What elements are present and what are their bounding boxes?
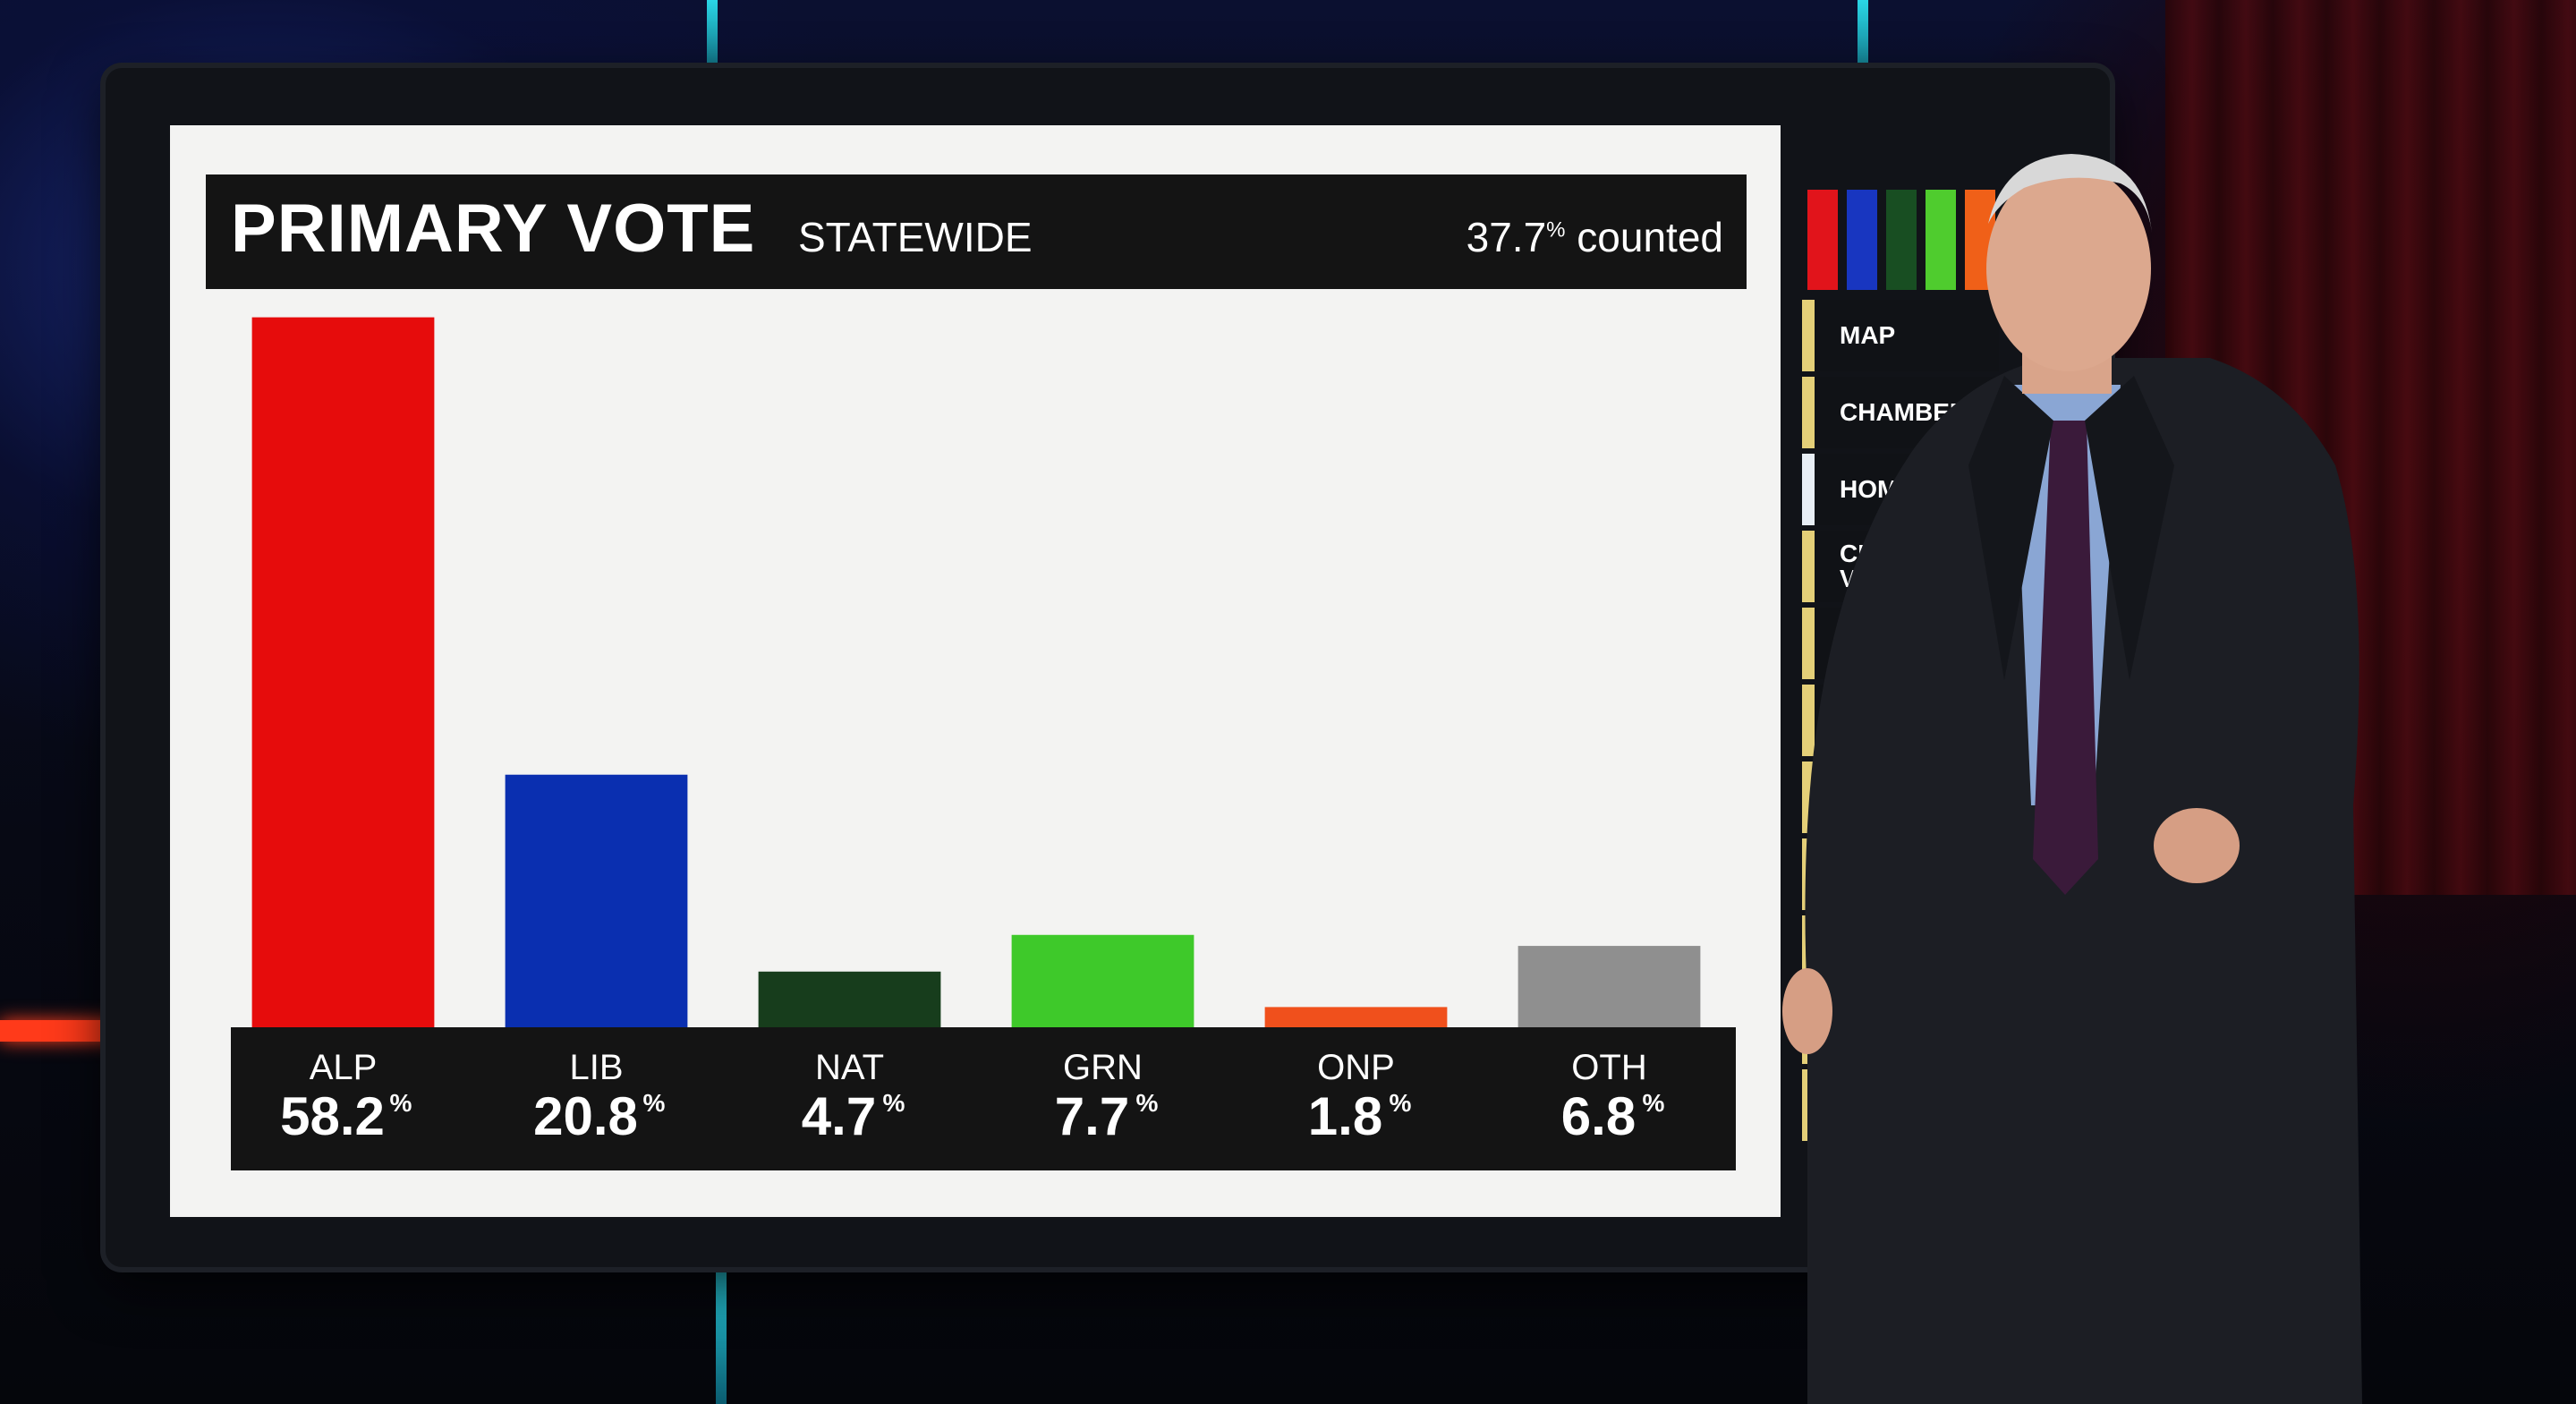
bar-onp <box>1264 1007 1448 1029</box>
bar-lib <box>505 774 688 1029</box>
value-unit-lib: % <box>643 1089 666 1117</box>
presenter-body <box>1805 358 2362 1404</box>
presenter-lapel-right <box>2085 376 2174 680</box>
value-label-alp: 58.2 <box>280 1086 385 1146</box>
menu-item-label: MAP <box>1840 321 1896 349</box>
presenter-head <box>1986 166 2151 371</box>
presenter-hand-right <box>2154 808 2240 883</box>
value-label-grn: 7.7 <box>1055 1086 1129 1146</box>
category-label-lib: LIB <box>569 1048 623 1087</box>
bar-grn <box>1011 934 1194 1029</box>
presenter-lapel-left <box>1968 376 2053 680</box>
counted-label: counted <box>1577 214 1723 260</box>
value-label-nat: 4.7 <box>802 1086 876 1146</box>
menu-item-0[interactable]: MAP <box>1802 300 1999 371</box>
bar-oth <box>1518 946 1701 1029</box>
chart-title: PRIMARY VOTE <box>231 191 756 267</box>
category-label-nat: NAT <box>815 1048 884 1087</box>
category-label-grn: GRN <box>1063 1048 1143 1087</box>
category-label-onp: ONP <box>1317 1048 1395 1087</box>
light-beam-bottom-left <box>716 1253 727 1404</box>
value-unit-alp: % <box>390 1089 412 1117</box>
category-label-oth: OTH <box>1571 1048 1646 1087</box>
value-unit-nat: % <box>883 1089 905 1117</box>
presenter-hair <box>1988 154 2152 233</box>
value-unit-onp: % <box>1390 1089 1412 1117</box>
value-label-lib: 20.8 <box>533 1086 638 1146</box>
presenter-hand-left <box>1782 968 1832 1054</box>
category-label-alp: ALP <box>310 1048 378 1087</box>
bar-alp <box>251 317 435 1030</box>
counted-unit: % <box>1546 217 1566 243</box>
value-unit-grn: % <box>1136 1089 1159 1117</box>
chart-header-bar <box>206 174 1747 289</box>
presenter-tie <box>2033 421 2098 895</box>
swatch-3 <box>1926 190 1956 290</box>
value-unit-oth: % <box>1643 1089 1665 1117</box>
value-label-oth: 6.8 <box>1561 1086 1636 1146</box>
bar-nat <box>758 971 941 1029</box>
label-bar <box>231 1027 1736 1170</box>
swatch-2 <box>1886 190 1917 290</box>
value-label-onp: 1.8 <box>1308 1086 1382 1146</box>
counted-value: 37.7 <box>1466 214 1547 260</box>
chart-subtitle: STATEWIDE <box>798 214 1033 260</box>
swatch-1 <box>1847 190 1877 290</box>
counted-status: 37.7% counted <box>1467 213 1723 261</box>
swatch-0 <box>1807 190 1838 290</box>
light-beam-left <box>707 0 718 85</box>
